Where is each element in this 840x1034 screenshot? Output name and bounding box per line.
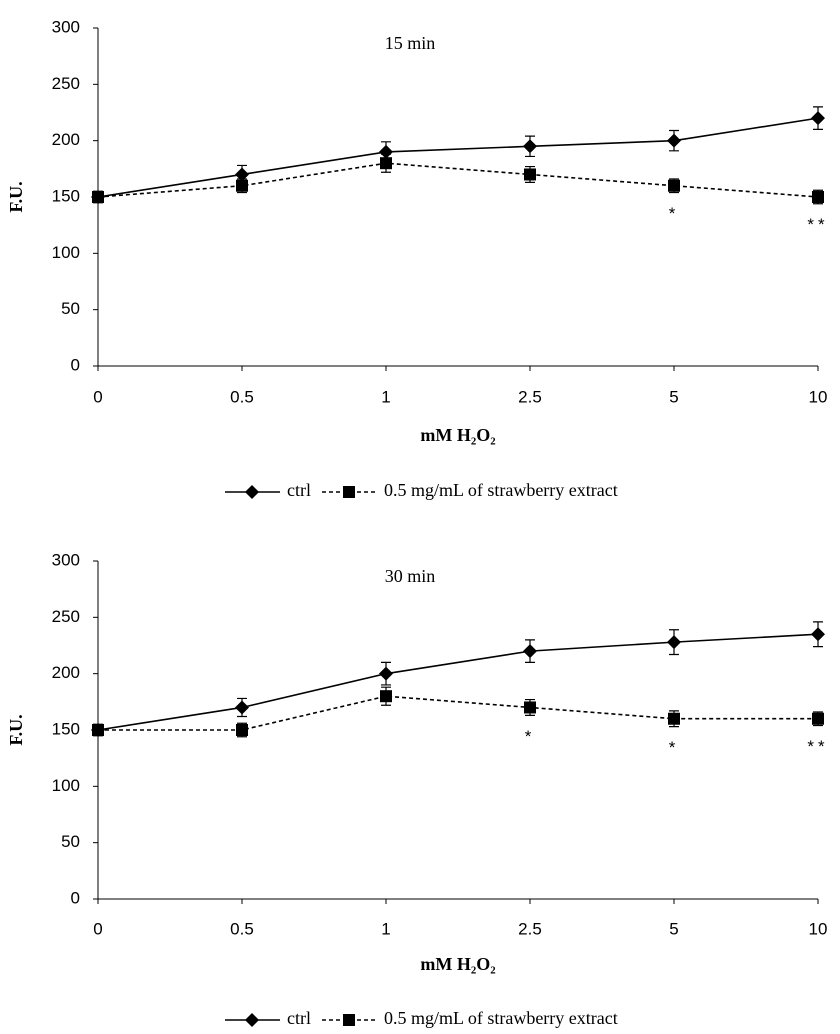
x-tick-label: 2.5: [518, 919, 542, 938]
y-axis-label: F.U.: [6, 181, 26, 212]
marker-diamond: [235, 700, 249, 715]
marker-diamond: [245, 1013, 259, 1027]
marker-diamond: [379, 666, 393, 681]
marker-square: [524, 168, 536, 181]
significance-mark: *: [669, 738, 680, 757]
x-tick-label: 10: [809, 387, 828, 406]
marker-diamond: [245, 485, 259, 499]
marker-diamond: [523, 139, 537, 154]
chart-title: 30 min: [385, 566, 436, 586]
marker-diamond: [811, 111, 825, 126]
y-tick-label: 0: [71, 888, 80, 907]
marker-square: [668, 712, 680, 725]
marker-square: [812, 191, 824, 203]
y-tick-label: 50: [61, 832, 80, 851]
marker-square: [236, 179, 248, 192]
y-tick-label: 300: [52, 17, 80, 36]
y-tick-label: 150: [52, 186, 80, 205]
marker-square: [92, 724, 104, 736]
marker-diamond: [379, 144, 393, 159]
marker-square: [343, 1014, 355, 1026]
chart-panel: 30 min F.U. mM H₂O₂ 0 50 100 150 200 250 300 0 0.5 1…: [6, 550, 828, 1028]
y-axis-label: F.U.: [6, 714, 26, 745]
legend-label: ctrl: [287, 480, 311, 500]
marker-diamond: [667, 635, 681, 650]
chart-panel: 15 min F.U. mM H₂O₂ 0 50 100 150 200 250 300 0 0.5 1…: [6, 17, 828, 500]
significance-mark: *: [525, 727, 536, 746]
x-tick-label: 2.5: [518, 387, 542, 406]
x-tick-label: 1: [381, 387, 390, 406]
marker-diamond: [667, 133, 681, 148]
legend-label: ctrl: [287, 1008, 311, 1028]
marker-square: [524, 701, 536, 714]
y-tick-label: 100: [52, 776, 80, 795]
significance-mark: *: [669, 204, 680, 223]
x-tick-label: 5: [669, 387, 678, 406]
marker-diamond: [811, 627, 825, 642]
x-axis-label: mM H₂O₂: [420, 954, 495, 974]
series-line: [98, 695, 818, 731]
significance-mark: **: [807, 215, 828, 234]
marker-square: [236, 724, 248, 736]
marker-diamond: [523, 644, 537, 659]
x-tick-label: 1: [381, 919, 390, 938]
x-tick-label: 0: [93, 919, 102, 938]
x-tick-label: 0: [93, 387, 102, 406]
x-tick-label: 5: [669, 919, 678, 938]
legend-label: 0.5 mg/mL of strawberry extract: [384, 1008, 618, 1028]
marker-square: [380, 690, 392, 703]
y-tick-label: 300: [52, 550, 80, 569]
y-tick-label: 50: [61, 299, 80, 318]
x-tick-label: 0.5: [230, 387, 254, 406]
y-tick-label: 200: [52, 663, 80, 682]
y-tick-label: 200: [52, 130, 80, 149]
y-tick-label: 0: [71, 355, 80, 374]
marker-square: [343, 486, 355, 498]
series-line: [97, 162, 819, 198]
marker-square: [812, 712, 824, 725]
y-tick-label: 150: [52, 719, 80, 738]
series-line: [97, 117, 819, 198]
significance-mark: **: [807, 737, 828, 756]
y-tick-label: 100: [52, 243, 80, 262]
marker-square: [92, 191, 104, 203]
y-tick-label: 250: [52, 74, 80, 93]
x-tick-label: 10: [809, 919, 828, 938]
chart-title: 15 min: [385, 33, 436, 53]
marker-square: [380, 157, 392, 170]
legend-label: 0.5 mg/mL of strawberry extract: [384, 480, 618, 500]
x-axis-label: mM H₂O₂: [420, 425, 495, 445]
marker-square: [668, 179, 680, 192]
y-tick-label: 250: [52, 607, 80, 626]
x-tick-label: 0.5: [230, 919, 254, 938]
marker-diamond: [235, 167, 249, 182]
series-line: [97, 633, 819, 731]
